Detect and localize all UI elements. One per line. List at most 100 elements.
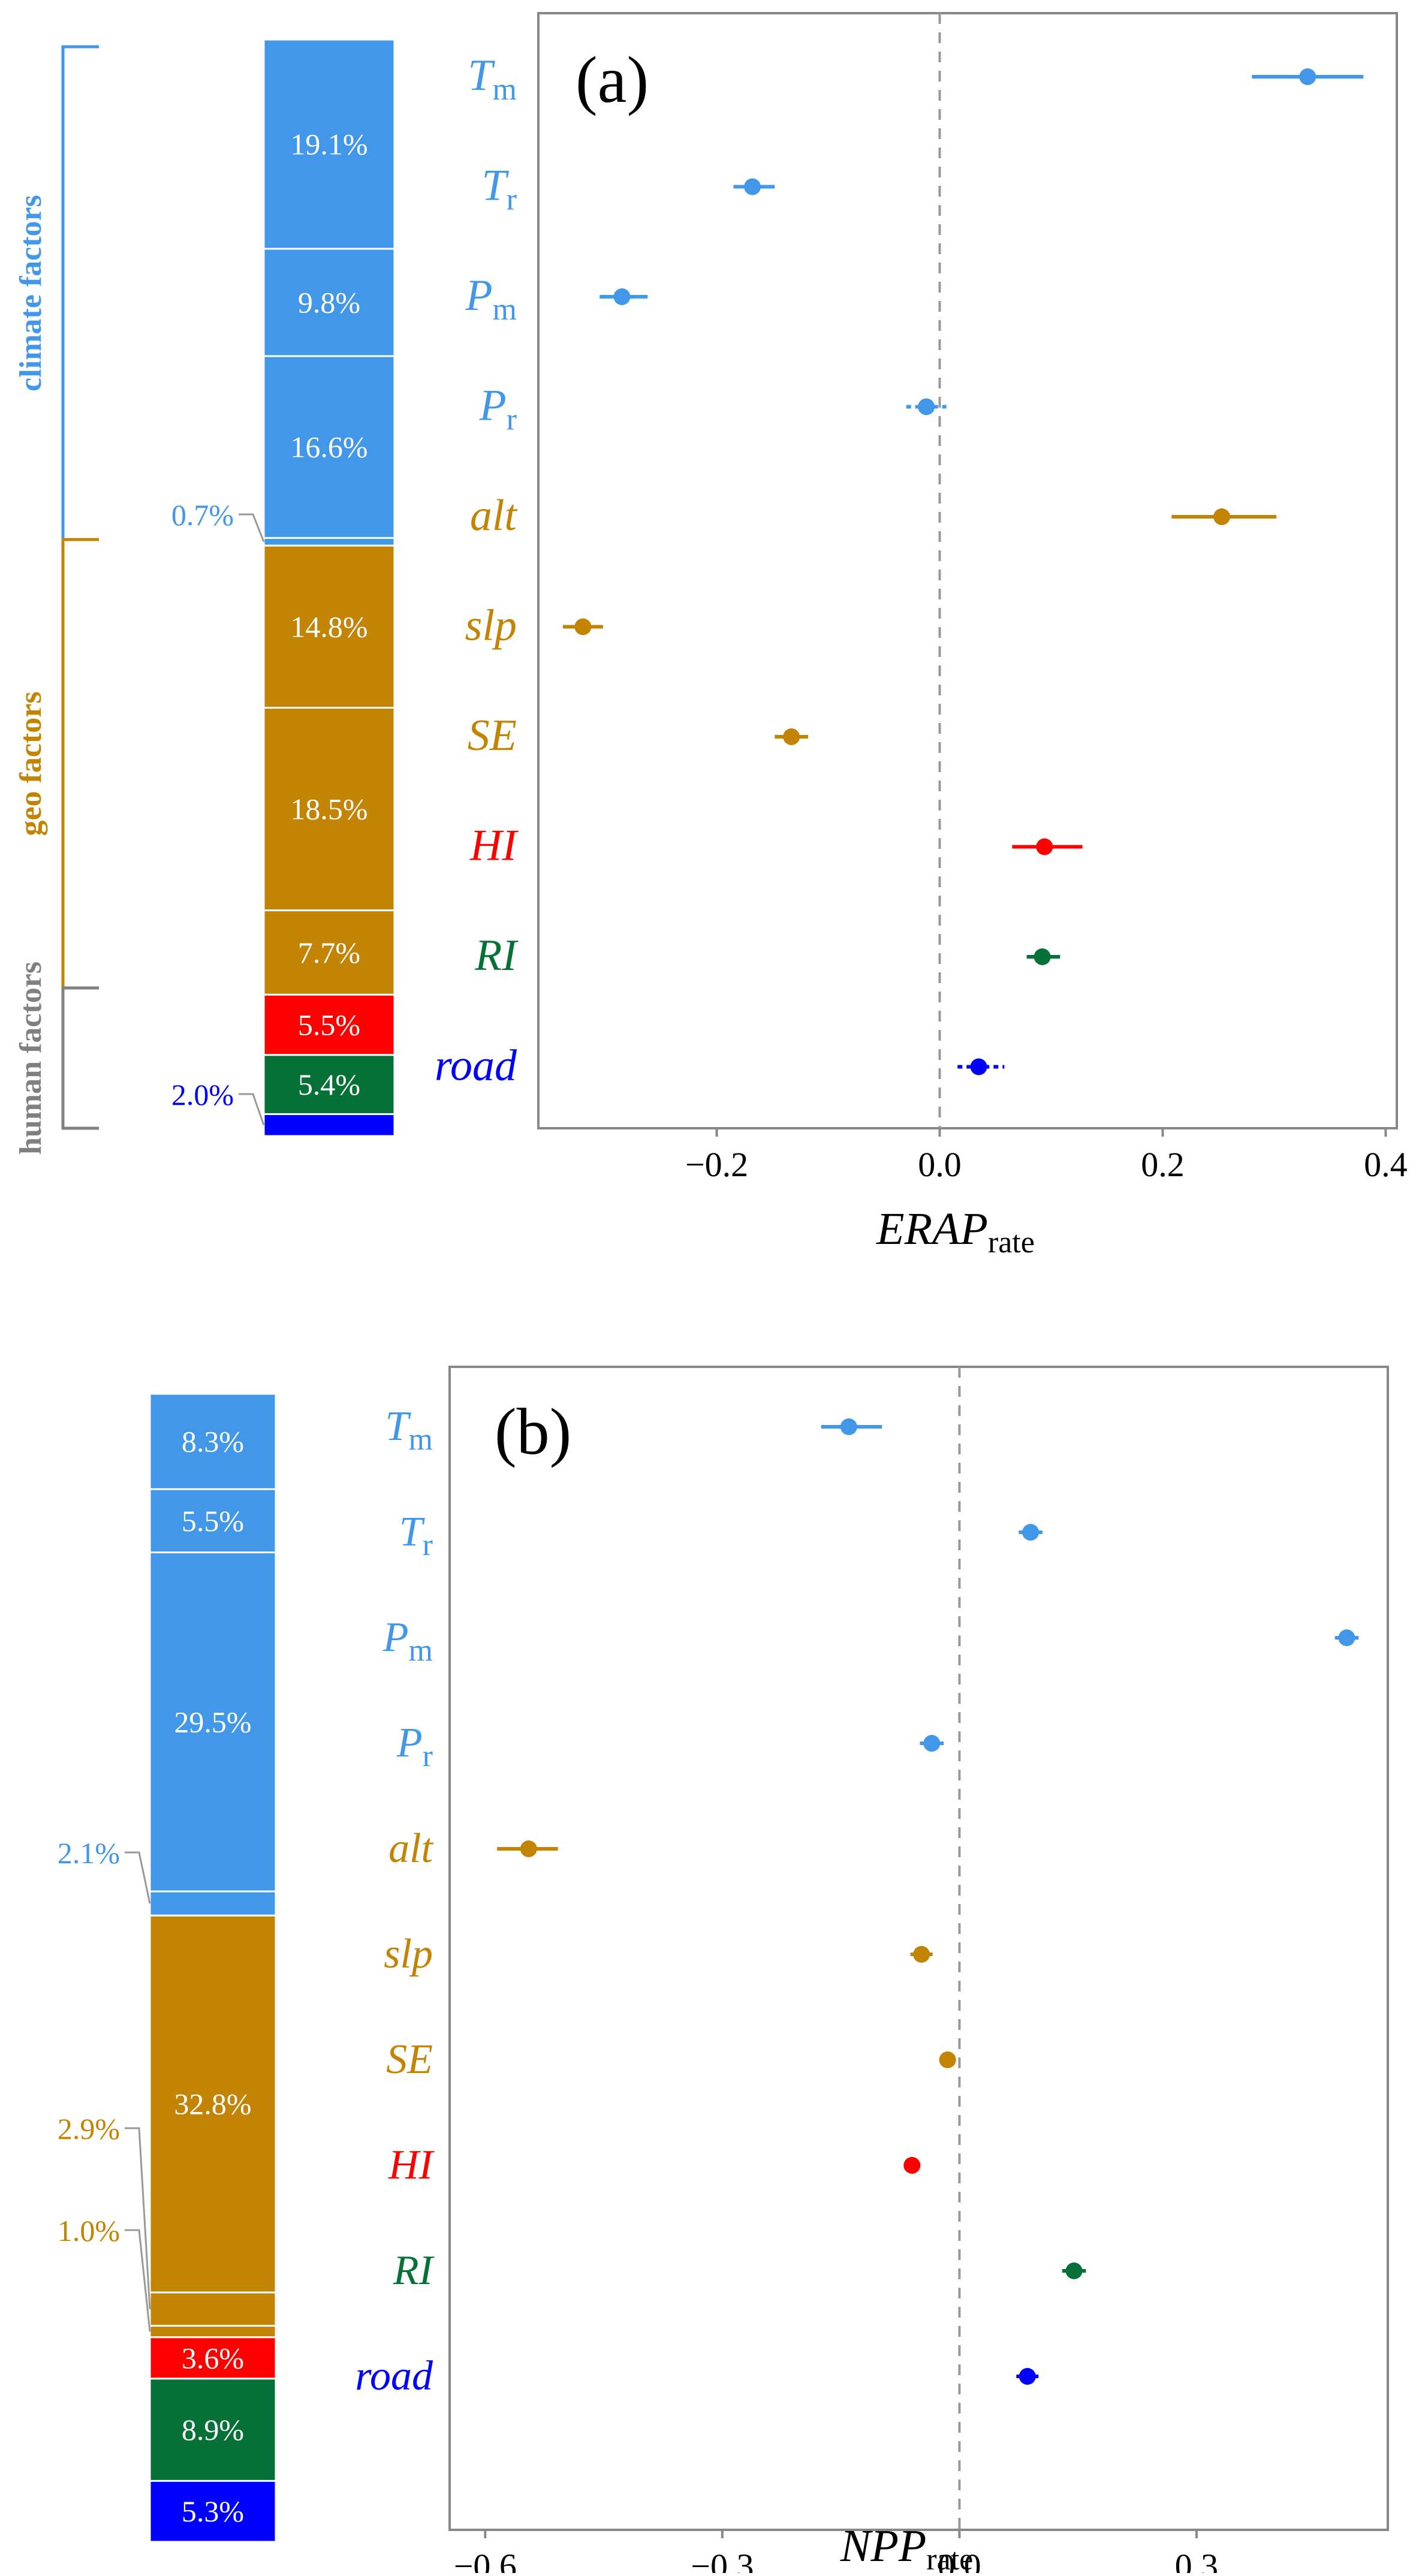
panel-a: −0.2 0.0 0.2 0.4ERAPrate(a)TmTrPmPraltslpSE… (14, 12, 1408, 1260)
estimate-point (840, 1418, 857, 1435)
x-axis-label-sub: rate (988, 1225, 1035, 1260)
estimate-point (913, 1946, 930, 1963)
bracket-label-geo: geo factors (14, 691, 48, 836)
factor-label-alt: alt (388, 1825, 433, 1872)
factor-label-main: P (382, 1614, 409, 1661)
factor-label-HI: HI (388, 2142, 435, 2188)
estimate-point (783, 728, 800, 745)
factor-label-slp: slp (465, 601, 517, 650)
x-axis-label-main: ERAP (876, 1204, 988, 1254)
factor-label-Tm: Tm (385, 1403, 433, 1457)
stack-segment (149, 2479, 277, 2543)
factor-label-sub: r (507, 183, 517, 217)
leader-line (125, 1851, 151, 1904)
estimate-point (1022, 1524, 1040, 1541)
factor-label-main: RI (474, 931, 519, 980)
factor-label-Pr: Pr (396, 1720, 433, 1773)
x-tick-label: −0.6 (454, 2547, 517, 2573)
stack-segment-label: 7.7% (298, 936, 360, 969)
stack-segment (149, 1551, 277, 1893)
x-axis-label-sub: rate (926, 2542, 973, 2573)
plot-frame (448, 1366, 1389, 2531)
factor-label-SE: SE (468, 711, 517, 760)
bracket-climate (61, 45, 99, 541)
factor-label-main: P (465, 271, 492, 320)
factor-label-main: T (385, 1403, 412, 1450)
estimate-point (923, 1735, 941, 1752)
factor-label-Tr: Tr (482, 161, 517, 217)
estimate-point (1065, 2262, 1083, 2279)
estimate-point (1299, 68, 1316, 85)
stack-outside-label: 1.0% (58, 2214, 120, 2247)
leader-line (239, 1093, 265, 1126)
factor-label-RI: RI (474, 931, 519, 980)
panel-b: −0.6 −0.3 0.0 0.3NPPrate(b)TmTrPmPraltslpSE… (58, 1366, 1389, 2576)
factor-label-main: SE (386, 2036, 433, 2083)
factor-label-main: HI (388, 2142, 435, 2188)
stack-segment (263, 707, 396, 912)
x-tick-label: 0.0 (918, 1145, 962, 1184)
estimate-point (939, 2051, 956, 2068)
factor-label-road: road (355, 2353, 433, 2399)
factor-label-HI: HI (469, 821, 519, 870)
stack-segment-label: 5.5% (182, 1504, 244, 1538)
stack-segment (263, 1054, 396, 1115)
stack-segment-label: 8.3% (182, 1425, 244, 1459)
factor-label-Pm: Pm (382, 1614, 433, 1668)
factor-label-Pr: Pr (478, 381, 517, 437)
stack-segment-label: 18.5% (290, 793, 367, 826)
factor-label-sub: m (409, 1634, 433, 1668)
bracket-human (61, 986, 99, 1130)
stack-segment-label: 5.3% (182, 2494, 244, 2528)
factor-label-main: T (399, 1509, 426, 1555)
stack-segment (149, 1914, 277, 2294)
estimate-point (520, 1840, 537, 1857)
stack-segment-label: 3.6% (182, 2341, 244, 2375)
estimate-point (1213, 508, 1231, 525)
factor-label-road: road (435, 1041, 517, 1090)
stack-segment (263, 909, 396, 996)
estimate-point (970, 1058, 987, 1075)
factor-label-sub: m (493, 293, 517, 327)
bracket-label-human: human factors (14, 962, 48, 1155)
estimate-point (744, 178, 761, 195)
x-tick-label: 0.0 (938, 2547, 981, 2573)
x-tick-label: −0.2 (685, 1145, 748, 1184)
factor-label-Tm: Tm (468, 51, 517, 107)
factor-label-main: slp (384, 1931, 433, 1977)
leader-line (125, 2229, 151, 2332)
stack-outside-label: 2.1% (58, 1836, 120, 1870)
factor-label-main: SE (468, 711, 517, 760)
factor-label-main: alt (470, 491, 519, 540)
panel-label: (b) (495, 1395, 571, 1468)
estimate-point (1034, 948, 1051, 965)
panel-label: (a) (576, 43, 649, 116)
stack-segment-label: 5.4% (298, 1068, 360, 1101)
stack-segment (149, 2378, 277, 2482)
x-tick-label: 0.3 (1175, 2547, 1219, 2573)
factor-label-main: alt (388, 1825, 433, 1872)
factor-label-main: road (355, 2353, 433, 2399)
estimate-point (1036, 838, 1053, 855)
factor-label-main: P (478, 381, 506, 430)
stack-segment-label: 5.5% (298, 1008, 360, 1042)
bracket-geo (61, 538, 99, 990)
stack-outside-label: 2.0% (171, 1078, 234, 1111)
x-tick-label: 0.2 (1141, 1145, 1185, 1184)
plot-frame (537, 12, 1398, 1129)
estimate-point (918, 398, 935, 415)
stack-segment-label: 9.8% (298, 286, 360, 320)
stack-segment (149, 2291, 277, 2327)
stack-outside-label: 0.7% (171, 498, 234, 532)
factor-label-main: P (396, 1720, 423, 1766)
stack-segment-label: 19.1% (290, 127, 367, 161)
stack-segment (149, 1890, 277, 1917)
stack-outside-label: 2.9% (58, 2112, 120, 2146)
x-tick-label: −0.3 (691, 2547, 754, 2573)
factor-label-Pm: Pm (465, 271, 517, 327)
factor-label-Tr: Tr (399, 1509, 433, 1562)
estimate-point (903, 2157, 921, 2174)
factor-label-sub: r (423, 1528, 433, 1562)
stack-segment-label: 14.8% (290, 610, 367, 643)
